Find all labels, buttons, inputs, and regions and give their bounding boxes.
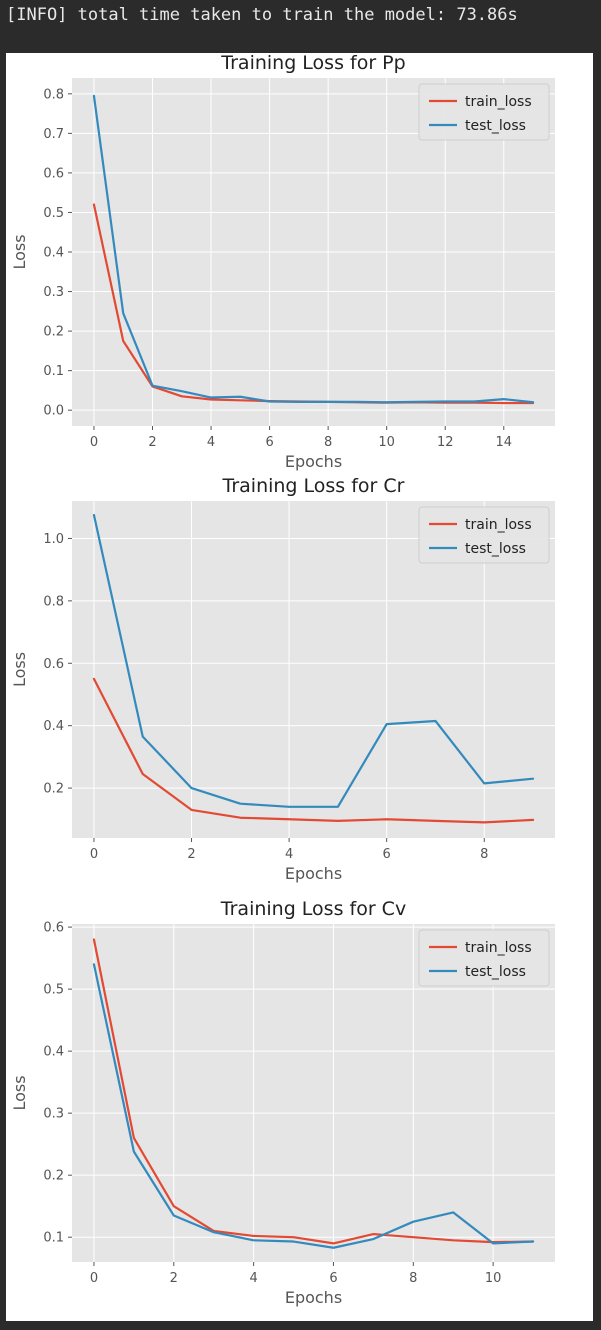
series-line-train-loss: [92, 938, 535, 1245]
x-tick-label: 10: [378, 435, 395, 450]
y-tick-label: 0.6: [43, 921, 64, 936]
x-axis-label: Epochs: [285, 452, 342, 471]
legend: train_loss test_loss: [418, 506, 550, 564]
x-tick-label: 2: [148, 435, 156, 450]
y-tick-label: 0.6: [43, 166, 64, 181]
y-tick-label: 0.3: [43, 1107, 64, 1122]
legend-label: train_loss: [465, 940, 532, 956]
legend-label: train_loss: [465, 517, 532, 533]
x-tick-label: 8: [324, 435, 332, 450]
legend-label: test_loss: [465, 118, 526, 134]
y-tick-label: 0.1: [43, 364, 64, 379]
y-tick-label: 0.5: [43, 206, 64, 221]
chart-panel: 0 2 4 6 8 10 0.1 0.2 0.3 0.4 0.5 0.6 Training Loss f…: [10, 898, 555, 1307]
x-tick-label: 2: [187, 847, 195, 862]
x-tick-label: 8: [409, 1271, 417, 1286]
chart-panel: 0 2 4 6 8 0.2 0.4 0.6 0.8 1.0 Training Loss for Cr…: [10, 475, 555, 883]
legend-label: test_loss: [465, 964, 526, 980]
series-line-train-loss: [92, 677, 535, 824]
y-tick-label: 0.3: [43, 285, 64, 300]
x-tick-label: 0: [90, 1271, 98, 1286]
legend-label: test_loss: [465, 541, 526, 557]
x-tick-label: 14: [495, 435, 512, 450]
y-tick-label: 0.4: [43, 246, 64, 261]
x-tick-label: 6: [265, 435, 273, 450]
x-tick-label: 8: [480, 847, 488, 862]
x-tick-label: 2: [170, 1271, 178, 1286]
y-tick-label: 1.0: [43, 532, 64, 547]
x-tick-label: 4: [285, 847, 293, 862]
y-axis-label: Loss: [10, 234, 29, 269]
x-tick-label: 4: [249, 1271, 257, 1286]
chart-title: Training Loss for Pp: [220, 53, 405, 74]
series-line-test-loss: [92, 94, 535, 404]
y-tick-label: 0.8: [43, 87, 64, 102]
y-tick-label: 0.1: [43, 1231, 64, 1246]
chart-title: Training Loss for Cr: [222, 475, 405, 497]
y-tick-label: 0.2: [43, 325, 64, 340]
chart-panel: 0 2 4 6 8 10 12 14 0.0 0.1 0.2 0.3 0.4 0.5 0.6 0.7 0.8 Tr…: [10, 52, 555, 471]
y-tick-label: 0.7: [43, 127, 64, 142]
chart-title: Training Loss for Cv: [220, 898, 406, 920]
series-line-test-loss: [92, 513, 535, 808]
y-tick-label: 0.2: [43, 782, 64, 797]
x-axis-label: Epochs: [285, 1288, 342, 1307]
x-tick-label: 0: [90, 847, 98, 862]
y-tick-label: 0.4: [43, 719, 64, 734]
legend: train_loss test_loss: [418, 929, 550, 987]
x-axis-label: Epochs: [285, 864, 342, 883]
y-tick-label: 0.8: [43, 594, 64, 609]
y-axis-label: Loss: [10, 1075, 29, 1110]
y-tick-label: 0.4: [43, 1045, 64, 1060]
y-tick-label: 0.0: [43, 404, 64, 419]
x-tick-label: 0: [90, 435, 98, 450]
output-info-text: [INFO] total time taken to train the mod…: [6, 5, 518, 25]
y-tick-label: 0.5: [43, 983, 64, 998]
x-tick-label: 6: [329, 1271, 337, 1286]
x-tick-label: 12: [437, 435, 454, 450]
y-tick-label: 0.6: [43, 657, 64, 672]
legend: train_loss test_loss: [418, 83, 550, 141]
x-tick-label: 4: [207, 435, 215, 450]
x-tick-label: 10: [485, 1271, 502, 1286]
y-tick-label: 0.2: [43, 1169, 64, 1184]
figure-canvas: 0 2 4 6 8 10 12 14 0.0 0.1 0.2 0.3 0.4 0.5 0.6 0.7 0.8 Tr…: [6, 52, 593, 1321]
legend-label: train_loss: [465, 94, 532, 110]
y-axis-label: Loss: [10, 652, 29, 687]
x-tick-label: 6: [383, 847, 391, 862]
series-line-test-loss: [92, 963, 535, 1249]
loss-charts-figure: 0 2 4 6 8 10 12 14 0.0 0.1 0.2 0.3 0.4 0.5 0.6 0.7 0.8 Tr…: [10, 52, 555, 1307]
